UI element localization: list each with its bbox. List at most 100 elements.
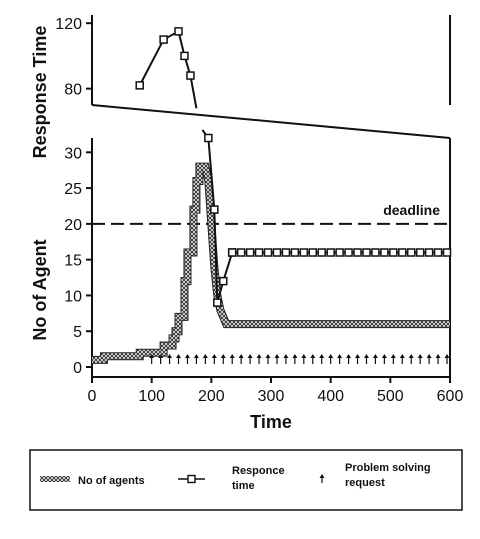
x-tick-label: 200: [198, 388, 225, 405]
x-ticks: 0 100 200 300 400 500 600: [88, 377, 464, 405]
x-tick-label: 300: [258, 388, 285, 405]
legend-label-psr-2: request: [345, 477, 385, 489]
problem-solving-request-arrow: [301, 354, 306, 364]
bottom-response-point: [214, 299, 221, 306]
bottom-y-tick-label: 30: [64, 145, 82, 162]
top-y-tick-label: 120: [55, 16, 82, 33]
bottom-y-tick-label: 20: [64, 217, 82, 234]
bottom-y-tick-label: 0: [73, 360, 82, 377]
bottom-panel: 0 5 10 15 20 25 30 0 100 200 300 400 500 600 deadlin…: [64, 130, 463, 405]
response-steady-point: [408, 249, 415, 256]
legend-label-response-2: time: [232, 480, 255, 492]
problem-solving-request-arrow: [346, 354, 351, 364]
response-steady-point: [417, 249, 424, 256]
agents-outline: [92, 167, 450, 360]
bottom-response-point: [211, 206, 218, 213]
problem-solving-request-arrow: [292, 354, 297, 364]
bottom-y-tick-label: 10: [64, 288, 82, 305]
problem-solving-request-arrow: [328, 354, 333, 364]
legend-marker-response-square: [188, 476, 195, 483]
response-steady-point: [345, 249, 352, 256]
problem-solving-request-arrow: [212, 354, 217, 364]
response-steady-point: [309, 249, 316, 256]
problem-solving-request-arrow: [400, 354, 405, 364]
problem-solving-request-arrow: [409, 354, 414, 364]
response-steady-point: [390, 249, 397, 256]
top-panel-zoom-line: [92, 105, 450, 138]
response-steady-point: [336, 249, 343, 256]
bottom-y-tick-label: 5: [73, 324, 82, 341]
problem-solving-requests: [149, 354, 449, 364]
problem-solving-request-arrow: [355, 354, 360, 364]
legend-marker-agents: [40, 476, 70, 482]
problem-solving-request-arrow: [257, 354, 262, 364]
response-steady-point: [265, 249, 272, 256]
response-steady-point: [354, 249, 361, 256]
problem-solving-request-arrow: [239, 354, 244, 364]
top-panel: 80 120: [55, 15, 450, 138]
problem-solving-request-arrow: [283, 354, 288, 364]
problem-solving-request-arrow: [391, 354, 396, 364]
x-tick-label: 0: [88, 388, 97, 405]
problem-solving-request-arrow: [203, 354, 208, 364]
problem-solving-request-arrow: [445, 354, 450, 364]
response-steady-point: [399, 249, 406, 256]
legend-marker-arrow: [320, 474, 325, 483]
top-response-point: [136, 82, 143, 89]
problem-solving-request-arrow: [194, 354, 199, 364]
problem-solving-request-arrow: [364, 354, 369, 364]
x-tick-label: 400: [317, 388, 344, 405]
problem-solving-request-arrow: [382, 354, 387, 364]
x-axis-title: Time: [250, 412, 292, 432]
problem-solving-request-arrow: [185, 354, 190, 364]
response-steady-point: [282, 249, 289, 256]
response-steady-point: [273, 249, 280, 256]
problem-solving-request-arrow: [337, 354, 342, 364]
top-y-tick-label: 80: [64, 82, 82, 99]
problem-solving-request-arrow: [373, 354, 378, 364]
bottom-response-point: [220, 278, 227, 285]
bottom-response-time-series: [202, 130, 450, 306]
agents-hatch: [92, 167, 450, 360]
response-steady-point: [426, 249, 433, 256]
response-steady-point: [372, 249, 379, 256]
bottom-y-axis-title: No of Agent: [30, 239, 50, 340]
bottom-y-tick-label: 15: [64, 253, 82, 270]
top-response-time-series: [136, 28, 196, 108]
problem-solving-request-arrow: [248, 354, 253, 364]
x-tick-label: 100: [138, 388, 165, 405]
problem-solving-request-arrow: [266, 354, 271, 364]
legend-label-agents: No of agents: [78, 475, 145, 487]
problem-solving-request-arrow: [418, 354, 423, 364]
top-response-point: [181, 52, 188, 59]
legend: No of agents Responce time Problem solvi…: [30, 450, 462, 510]
bottom-response-point: [205, 135, 212, 142]
deadline-line: deadline: [92, 202, 450, 224]
problem-solving-request-arrow: [436, 354, 441, 364]
problem-solving-request-arrow: [427, 354, 432, 364]
response-steady-point: [291, 249, 298, 256]
response-steady-point: [300, 249, 307, 256]
problem-solving-request-arrow: [167, 354, 172, 364]
top-y-axis-title: Response Time: [30, 26, 50, 159]
response-steady-point: [318, 249, 325, 256]
response-steady-point: [238, 249, 245, 256]
top-response-point: [160, 36, 167, 43]
top-response-point: [187, 72, 194, 79]
x-tick-label: 600: [437, 388, 464, 405]
response-steady-point: [363, 249, 370, 256]
response-steady-point: [256, 249, 263, 256]
legend-label-psr-1: Problem solving: [345, 462, 431, 474]
response-steady-point: [381, 249, 388, 256]
top-response-line: [140, 31, 197, 108]
response-steady-point: [327, 249, 334, 256]
legend-label-response-1: Responce: [232, 465, 285, 477]
problem-solving-request-arrow: [310, 354, 315, 364]
problem-solving-request-arrow: [221, 354, 226, 364]
x-tick-label: 500: [377, 388, 404, 405]
response-steady-point: [229, 249, 236, 256]
top-y-ticks: 80 120: [55, 16, 92, 98]
problem-solving-request-arrow: [230, 354, 235, 364]
response-steady-point: [444, 249, 451, 256]
